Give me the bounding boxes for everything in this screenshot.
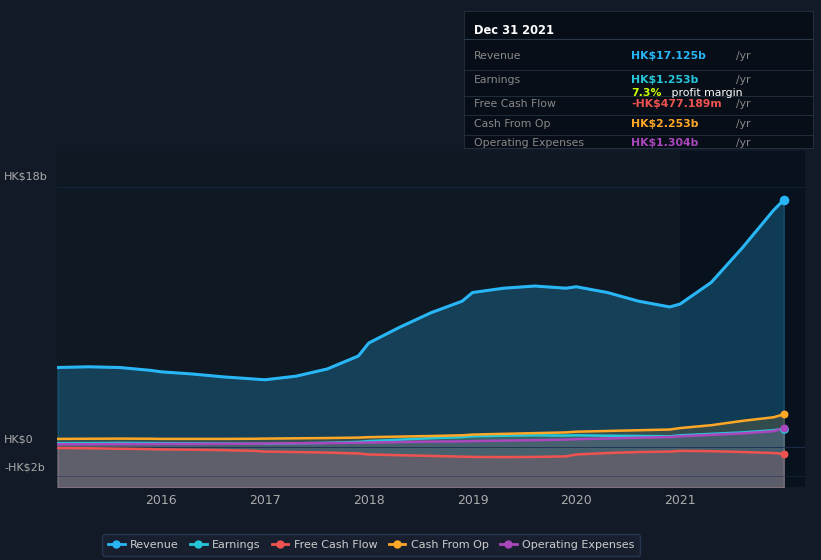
Text: HK$1.253b: HK$1.253b	[631, 75, 699, 85]
Text: -HK$477.189m: -HK$477.189m	[631, 100, 722, 110]
Text: Revenue: Revenue	[475, 52, 522, 62]
Text: /yr: /yr	[736, 100, 750, 110]
Text: HK$18b: HK$18b	[4, 172, 48, 181]
Point	[777, 195, 791, 204]
Text: /yr: /yr	[736, 138, 750, 148]
Text: Operating Expenses: Operating Expenses	[475, 138, 585, 148]
Text: HK$2.253b: HK$2.253b	[631, 119, 699, 129]
Point	[777, 424, 791, 433]
Legend: Revenue, Earnings, Free Cash Flow, Cash From Op, Operating Expenses: Revenue, Earnings, Free Cash Flow, Cash …	[103, 534, 640, 556]
Text: HK$0: HK$0	[4, 434, 34, 444]
Text: Dec 31 2021: Dec 31 2021	[475, 24, 554, 36]
Text: Cash From Op: Cash From Op	[475, 119, 551, 129]
Text: profit margin: profit margin	[668, 88, 742, 98]
Point	[777, 423, 791, 432]
Text: /yr: /yr	[736, 52, 750, 62]
Bar	[680, 151, 805, 487]
Text: /yr: /yr	[736, 119, 750, 129]
Text: Earnings: Earnings	[475, 75, 521, 85]
Point	[777, 410, 791, 419]
Text: HK$1.304b: HK$1.304b	[631, 138, 699, 148]
Text: -HK$2b: -HK$2b	[4, 463, 45, 473]
Text: Free Cash Flow: Free Cash Flow	[475, 100, 556, 110]
Text: /yr: /yr	[736, 75, 750, 85]
Text: HK$17.125b: HK$17.125b	[631, 52, 706, 62]
Point	[777, 449, 791, 458]
Text: 7.3%: 7.3%	[631, 88, 662, 98]
